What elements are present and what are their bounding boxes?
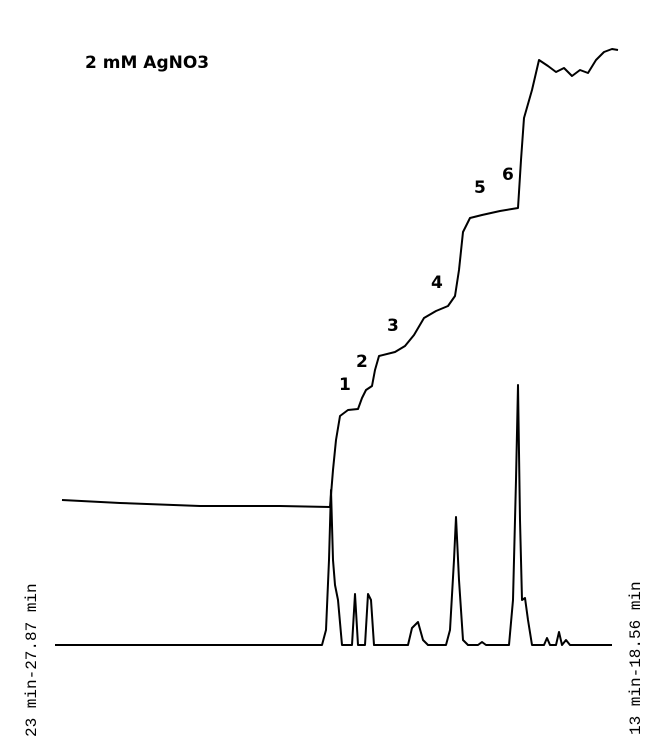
peak-label: 3 <box>387 316 399 336</box>
peak-label: 1 <box>339 375 351 395</box>
chromatogram-trace <box>55 384 612 646</box>
peak-label: 5 <box>474 178 486 198</box>
integral-trace <box>61 48 619 508</box>
left-axis-label: 23 min-27.87 min <box>23 583 41 737</box>
peak-label: 6 <box>502 165 514 185</box>
peak-label: 2 <box>356 352 368 372</box>
title: 2 mM AgNO3 <box>85 53 209 73</box>
right-axis-label: 13 min-18.56 min <box>627 581 645 735</box>
peak-label: 4 <box>431 273 443 293</box>
